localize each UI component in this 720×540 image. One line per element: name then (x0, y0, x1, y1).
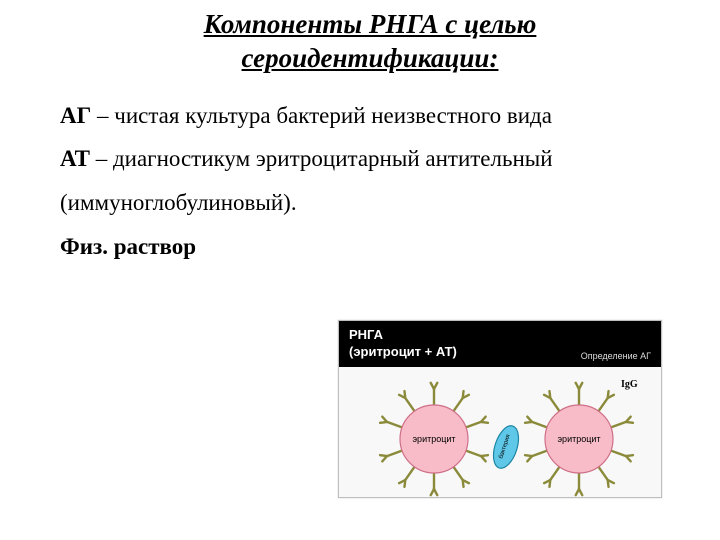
term-saline: Физ. раствор (60, 234, 196, 259)
body-item: АТ – диагностикум эритроцитарный антител… (60, 137, 680, 224)
title-line-2: сероидентификации: (242, 43, 499, 73)
rnga-diagram: РНГА (эритроцит + АТ) Определение АГ эри… (338, 320, 662, 498)
diagram-header-subtext: Определение АГ (581, 351, 651, 363)
diagram-svg: эритроцитэритроцитбактерияIgG (339, 367, 661, 497)
page-title: Компоненты РНГА с целью сероидентификаци… (60, 8, 680, 76)
term-at-desc: – диагностикум эритроцитарный антительны… (60, 146, 553, 215)
svg-text:IgG: IgG (621, 379, 638, 390)
diagram-header-line1: РНГА (349, 327, 651, 344)
term-ag-desc: – чистая культура бактерий неизвестного … (91, 103, 552, 128)
body-text: АГ – чистая культура бактерий неизвестно… (60, 94, 680, 269)
term-at: АТ (60, 146, 90, 171)
svg-text:эритроцит: эритроцит (412, 434, 455, 444)
title-line-1: Компоненты РНГА с целью (204, 9, 537, 39)
body-item: АГ – чистая культура бактерий неизвестно… (60, 94, 680, 138)
svg-text:эритроцит: эритроцит (557, 434, 600, 444)
diagram-header: РНГА (эритроцит + АТ) Определение АГ (339, 321, 661, 367)
diagram-stage: эритроцитэритроцитбактерияIgG (339, 367, 661, 497)
term-ag: АГ (60, 103, 91, 128)
body-item: Физ. раствор (60, 225, 680, 269)
